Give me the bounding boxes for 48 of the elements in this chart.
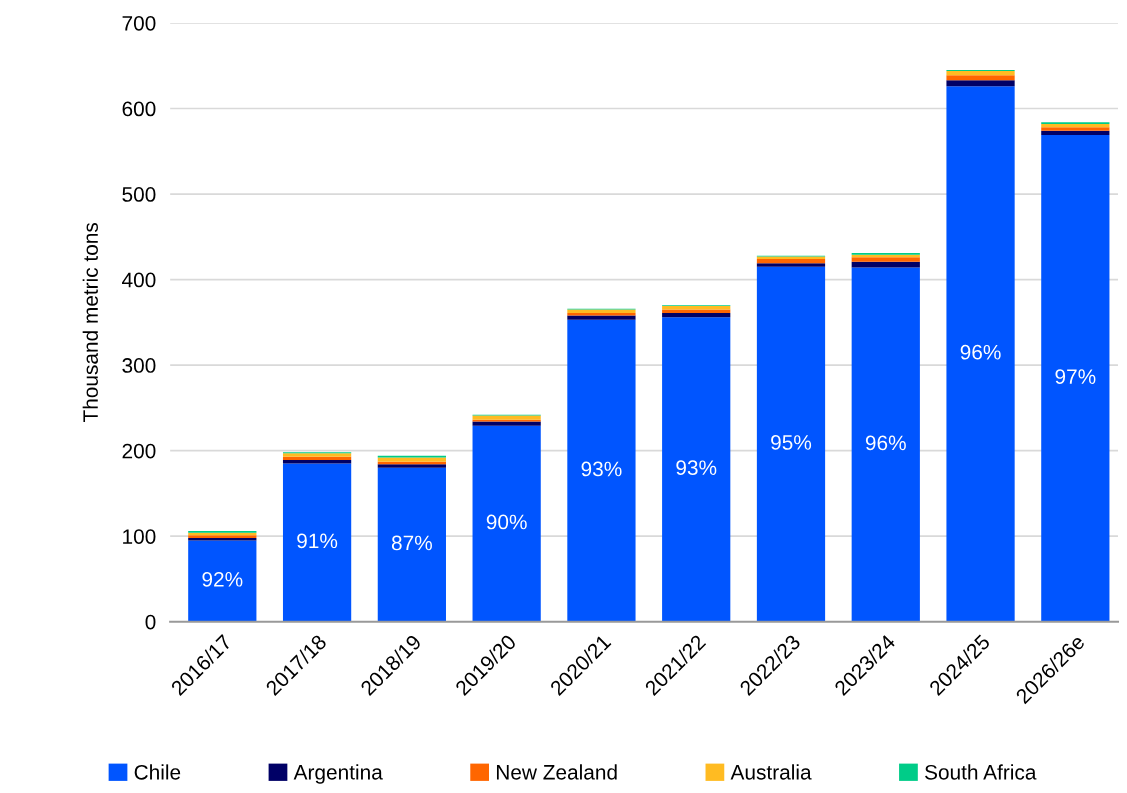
y-tick-label: 700: [122, 16, 156, 31]
bar: [662, 317, 731, 622]
legend-label: Chile: [134, 764, 181, 780]
bar: [188, 540, 257, 622]
bar: [851, 261, 920, 268]
bar: [567, 315, 636, 320]
bar: [946, 70, 1015, 76]
y-tick-label: 0: [145, 614, 156, 630]
y-tick-label: 200: [122, 443, 156, 459]
bar: [756, 259, 826, 264]
annotation: 96%: [865, 435, 906, 451]
bar: [472, 421, 541, 426]
bar: [946, 75, 1015, 81]
y-tick-label: 300: [122, 358, 156, 373]
bar: [946, 80, 1015, 87]
bar: [1041, 127, 1110, 131]
bar: [1041, 130, 1110, 136]
bar: [1041, 135, 1110, 622]
bar: [567, 319, 636, 622]
annotation: 97%: [1055, 369, 1096, 384]
y-axis-title: Thousand metric tons: [82, 222, 98, 423]
bar: [377, 457, 446, 462]
legend-label: Australia: [730, 764, 812, 780]
annotation: 93%: [581, 461, 622, 477]
bar: [282, 463, 352, 622]
bar: [946, 86, 1015, 622]
bar: [756, 263, 826, 267]
bar: [756, 266, 826, 622]
bar: [472, 415, 541, 420]
annotation: 90%: [486, 514, 527, 530]
bar: [851, 267, 920, 622]
annotation: 91%: [297, 533, 338, 549]
bar: [662, 312, 731, 318]
bar: [472, 425, 541, 622]
annotation: 92%: [202, 571, 243, 587]
y-tick-label: 500: [122, 187, 156, 202]
annotation: 87%: [391, 535, 432, 551]
legend-label: Argentina: [293, 764, 383, 784]
y-tick-label: 400: [122, 272, 156, 288]
legend-label: New Zealand: [496, 764, 617, 780]
bar: [377, 467, 446, 622]
legend-label: South Africa: [925, 764, 1037, 780]
annotation: 95%: [771, 435, 812, 450]
annotation: 96%: [960, 344, 1001, 360]
annotation: 93%: [676, 460, 717, 476]
y-tick-label: 100: [123, 529, 156, 544]
bar: [851, 257, 920, 262]
y-tick-label: 600: [122, 101, 156, 117]
